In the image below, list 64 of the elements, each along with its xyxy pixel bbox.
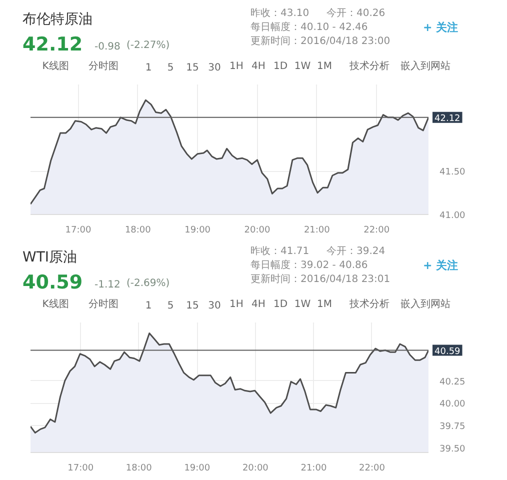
text: 分时图 [88, 60, 118, 72]
text: 技术分析 [348, 60, 390, 72]
text: 1D [273, 299, 288, 310]
text: 今开：39.24 [326, 245, 386, 257]
text: 1W [294, 299, 311, 310]
text: 5 [167, 300, 174, 312]
text: + 关注 [422, 21, 458, 34]
x-tick-label: 17:00 [68, 464, 94, 474]
x-tick-label: 17:00 [65, 226, 92, 236]
text: K线图 [42, 298, 69, 310]
y-tick-label: 41.00 [440, 211, 466, 221]
text: + 关注 [422, 259, 458, 272]
text: 1M [317, 299, 332, 310]
text: 1D [273, 61, 288, 72]
text: 1 [145, 300, 152, 312]
chart-title: WTI原油 [22, 250, 78, 266]
y-tick-label: 39.50 [440, 444, 466, 455]
text: 30 [208, 62, 221, 74]
x-tick-label: 18:00 [124, 226, 152, 236]
text: 1H [230, 299, 244, 310]
text: 更新时间：2016/04/18 23:00 [250, 35, 390, 47]
text: 更新时间：2016/04/18 23:01 [250, 273, 390, 285]
x-tick-label: 22:00 [364, 226, 390, 236]
y-tick-label: 40.25 [440, 377, 466, 388]
x-tick-label: 19:00 [184, 226, 211, 236]
text: 昨收：41.71 [250, 245, 310, 257]
text: 4H [252, 299, 266, 310]
text: 15 [186, 62, 199, 74]
chart-title: 布伦特原油 [22, 12, 92, 28]
text: 分时图 [88, 298, 118, 310]
text: 每日幅度：40.10 - 42.46 [250, 21, 368, 33]
text: 1W [294, 61, 311, 72]
x-tick-label: 20:00 [242, 464, 269, 474]
ref-line-label: 42.12 [434, 114, 460, 124]
x-tick-label: 20:00 [244, 226, 270, 236]
text: 技术分析 [348, 298, 390, 310]
x-tick-label: 22:00 [359, 464, 386, 474]
text: 1H [230, 61, 244, 72]
text: 30 [208, 300, 221, 312]
text: 嵌入到网站 [400, 298, 450, 310]
text: 今开：40.26 [326, 7, 386, 19]
y-tick-label: 41.50 [440, 168, 466, 178]
text: 每日幅度：39.02 - 40.86 [250, 259, 368, 271]
text: 5 [167, 62, 174, 74]
text: K线图 [42, 60, 69, 72]
text: 40.59 [22, 272, 83, 294]
text: 15 [186, 300, 199, 312]
ref-line-label: 40.59 [434, 346, 461, 357]
text: 1M [317, 61, 332, 72]
text: 嵌入到网站 [400, 60, 450, 72]
x-tick-label: 21:00 [304, 226, 330, 236]
text: (-2.27%) [126, 40, 170, 51]
text: (-2.69%) [126, 278, 170, 289]
text: 昨收：43.10 [250, 7, 310, 19]
x-tick-label: 18:00 [126, 464, 152, 474]
text: 42.12 [22, 34, 83, 56]
text: 4H [252, 61, 266, 72]
x-tick-label: 21:00 [300, 464, 327, 474]
text: 1 [145, 62, 152, 74]
y-tick-label: 39.75 [440, 422, 466, 432]
y-tick-label: 40.00 [440, 400, 466, 410]
text: -1.12 [94, 280, 120, 290]
text: -0.98 [94, 42, 120, 52]
x-tick-label: 19:00 [184, 464, 210, 474]
